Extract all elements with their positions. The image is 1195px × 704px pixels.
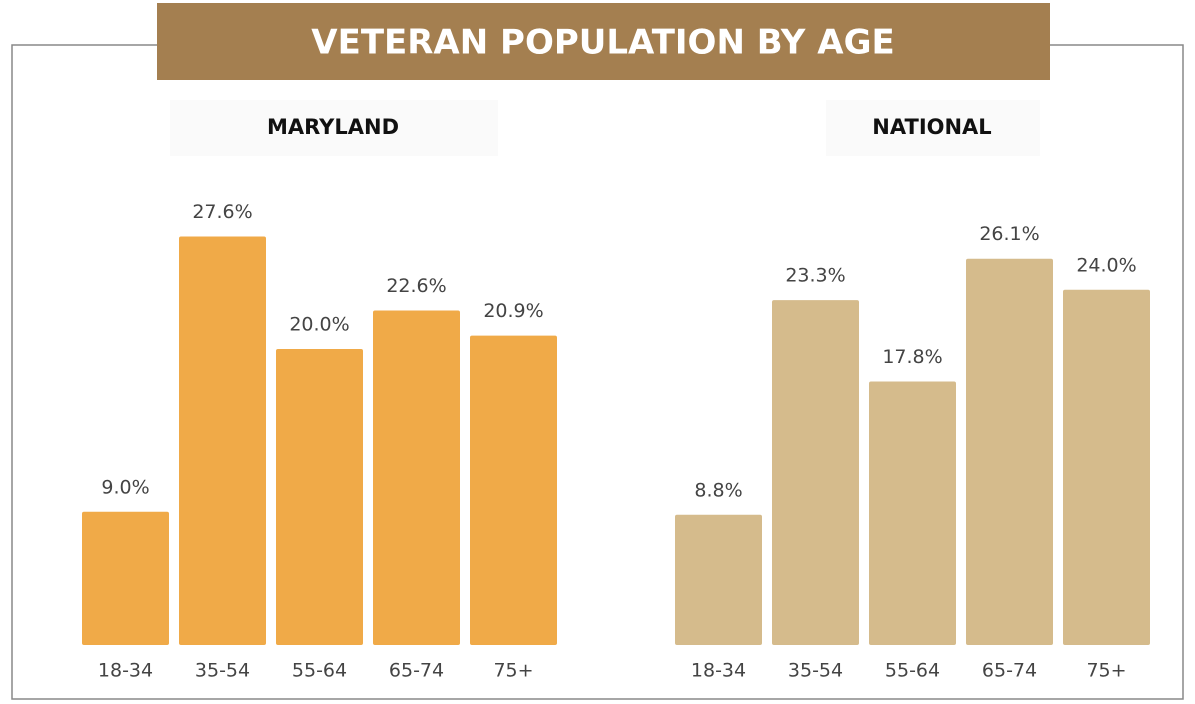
bar <box>675 514 762 645</box>
bar <box>1063 289 1150 645</box>
value-label: 23.3% <box>785 265 845 287</box>
value-label: 9.0% <box>101 476 149 498</box>
value-label: 17.8% <box>882 346 942 368</box>
x-tick-label: 75+ <box>493 660 533 682</box>
value-label: 24.0% <box>1076 254 1136 276</box>
bar <box>869 381 956 645</box>
title: VETERAN POPULATION BY AGE <box>311 23 894 63</box>
value-label: 27.6% <box>192 201 252 223</box>
bar <box>276 349 363 645</box>
bar <box>772 300 859 645</box>
value-label: 22.6% <box>386 275 446 297</box>
x-tick-label: 18-34 <box>98 660 153 682</box>
chart-subtitle: MARYLAND <box>267 115 399 139</box>
x-tick-label: 75+ <box>1086 660 1126 682</box>
title-banner <box>157 3 1050 80</box>
bar <box>179 236 266 645</box>
subtitle-box <box>826 100 1040 156</box>
x-tick-label: 35-54 <box>195 660 250 682</box>
x-tick-label: 55-64 <box>885 660 940 682</box>
x-tick-label: 35-54 <box>788 660 843 682</box>
subtitle-box <box>170 100 498 156</box>
bar <box>373 310 460 645</box>
chart-subtitle: NATIONAL <box>872 115 991 139</box>
x-tick-label: 18-34 <box>691 660 746 682</box>
value-label: 8.8% <box>694 479 742 501</box>
value-label: 20.0% <box>289 314 349 336</box>
bar <box>470 335 557 645</box>
bar <box>966 258 1053 645</box>
x-tick-label: 55-64 <box>292 660 347 682</box>
x-tick-label: 65-74 <box>982 660 1037 682</box>
x-tick-label: 65-74 <box>389 660 444 682</box>
bar <box>82 511 169 645</box>
value-label: 26.1% <box>979 223 1039 245</box>
value-label: 20.9% <box>483 300 543 322</box>
